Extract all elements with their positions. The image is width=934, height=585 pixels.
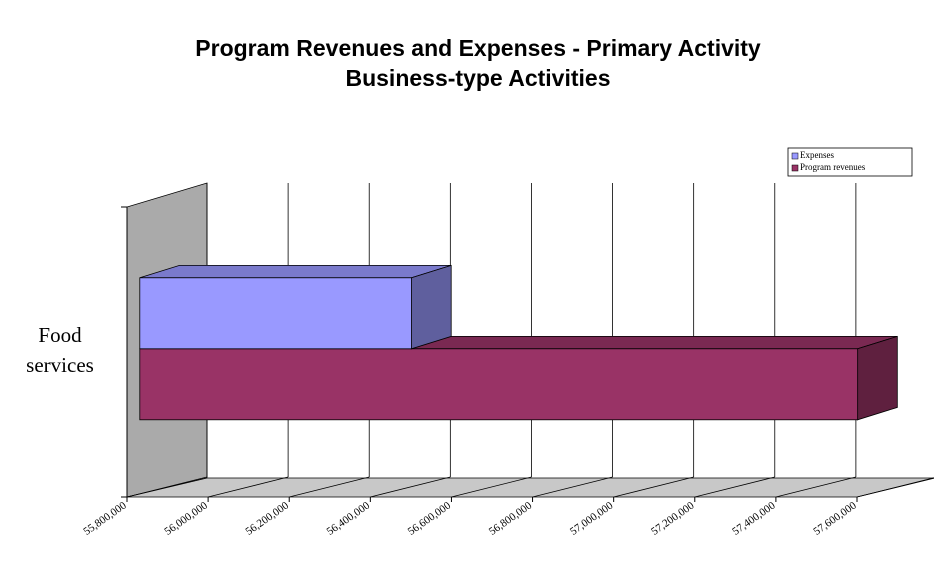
floor-grid-line bbox=[532, 476, 613, 498]
floor-grid-line bbox=[370, 476, 451, 498]
chart-title: Program Revenues and Expenses - Primary … bbox=[195, 35, 761, 61]
x-tick-label: 56,200,000 bbox=[244, 499, 292, 538]
bar-side bbox=[411, 264, 452, 350]
category-label: Food services bbox=[26, 323, 94, 377]
bar bbox=[139, 348, 859, 421]
legend-label: Expenses bbox=[800, 150, 834, 160]
bar bbox=[139, 277, 412, 350]
chart-subtitle: Business-type Activities bbox=[345, 65, 610, 91]
bar-top bbox=[139, 264, 452, 279]
x-tick-label: 57,600,000 bbox=[811, 499, 859, 538]
floor-grid-line bbox=[451, 476, 532, 498]
x-tick-label: 56,600,000 bbox=[406, 499, 454, 538]
legend-swatch bbox=[791, 152, 799, 160]
floor-grid-line bbox=[208, 476, 289, 498]
bar-side bbox=[857, 335, 898, 421]
x-tick-label: 57,000,000 bbox=[568, 499, 616, 538]
x-tick-label: 56,000,000 bbox=[162, 499, 210, 538]
floor-grid-line bbox=[126, 476, 208, 498]
legend bbox=[787, 147, 913, 177]
floor-grid-line bbox=[775, 476, 856, 498]
x-tick-label: 55,800,000 bbox=[81, 499, 129, 538]
floor-grid-line bbox=[289, 476, 370, 498]
floor-grid-line bbox=[613, 476, 694, 498]
x-tick-label: 56,800,000 bbox=[487, 499, 535, 538]
legend-label: Program revenues bbox=[800, 162, 866, 172]
x-tick-label: 57,200,000 bbox=[649, 499, 697, 538]
x-tick-label: 56,400,000 bbox=[325, 499, 373, 538]
x-tick-label: 57,400,000 bbox=[730, 499, 778, 538]
floor-grid-line bbox=[856, 477, 934, 498]
legend-swatch bbox=[791, 164, 799, 172]
floor-grid-line bbox=[694, 476, 775, 498]
